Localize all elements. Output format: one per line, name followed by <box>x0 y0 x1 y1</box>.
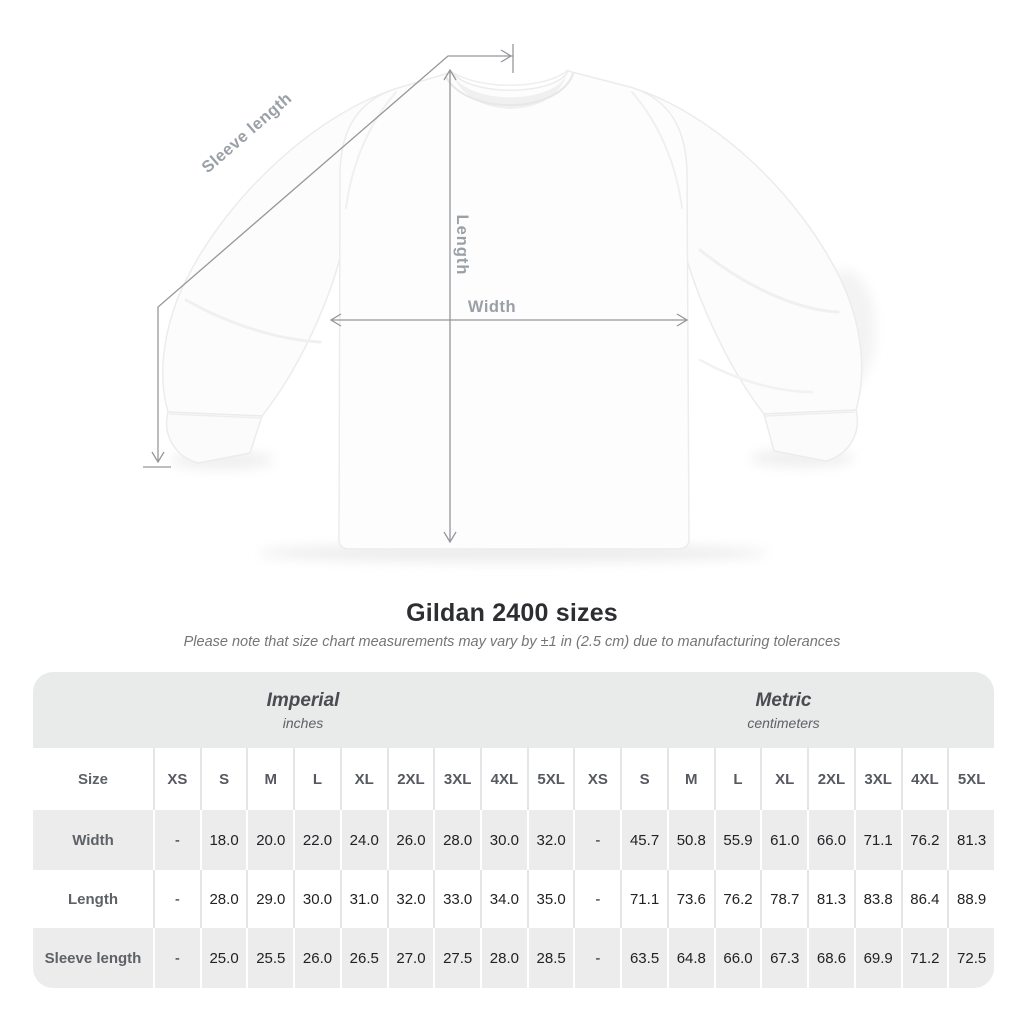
size-header-metric-s: S <box>620 748 667 810</box>
size-header-metric-xs: XS <box>573 748 620 810</box>
table-cell: - <box>153 928 200 988</box>
size-column-header: Size <box>77 770 108 788</box>
size-header-metric-4xl: 4XL <box>900 748 948 810</box>
size-header-imperial-3xl: 3XL <box>433 748 480 810</box>
imperial-section-unit: inches <box>282 714 324 731</box>
row-label-sleeve-length: Sleeve length <box>44 949 142 967</box>
table-cell: 63.5 <box>620 928 667 988</box>
table-cell: 30.0 <box>480 810 527 870</box>
table-cell: 28.0 <box>480 928 527 988</box>
size-header-imperial-xl: XL <box>339 748 387 810</box>
table-cell: 64.8 <box>666 928 714 988</box>
table-cell: 27.5 <box>433 928 480 988</box>
table-cell: 61.0 <box>760 810 807 870</box>
table-cell: - <box>573 928 620 988</box>
table-cell: 86.4 <box>900 870 948 928</box>
imperial-section-title: Imperial <box>266 689 340 711</box>
table-cell: 22.0 <box>293 810 340 870</box>
table-cell: 35.0 <box>526 870 574 928</box>
table-cell: 28.0 <box>199 870 247 928</box>
size-header-metric-l: L <box>713 748 761 810</box>
row-label-length: Length <box>68 890 118 908</box>
size-header-metric-2xl: 2XL <box>807 748 854 810</box>
table-cell: 66.0 <box>807 810 854 870</box>
table-cell: 81.3 <box>807 870 854 928</box>
table-cell: - <box>153 810 200 870</box>
table-cell: - <box>573 810 620 870</box>
width-dimension-line <box>329 313 689 327</box>
size-header-imperial-2xl: 2XL <box>386 748 434 810</box>
table-cell: 26.0 <box>386 810 434 870</box>
table-cell: 72.5 <box>947 928 994 988</box>
table-cell: 55.9 <box>713 810 761 870</box>
table-cell: 71.1 <box>853 810 901 870</box>
sleeve-length-dimension-line <box>143 44 514 468</box>
size-header-imperial-l: L <box>293 748 340 810</box>
table-cell: 32.0 <box>526 810 574 870</box>
size-chart-table: Imperial inches Metric centimeters Size … <box>33 672 994 988</box>
table-cell: 27.0 <box>386 928 434 988</box>
table-cell: 29.0 <box>246 870 293 928</box>
size-header-imperial-xs: XS <box>153 748 200 810</box>
table-cell: 25.0 <box>199 928 247 988</box>
table-cell: 33.0 <box>433 870 480 928</box>
table-cell: 68.6 <box>807 928 854 988</box>
table-cell: 73.6 <box>666 870 714 928</box>
metric-section-header: Metric centimeters <box>573 672 994 748</box>
table-cell: 34.0 <box>480 870 527 928</box>
table-cell: 24.0 <box>339 810 387 870</box>
table-cell: - <box>153 870 200 928</box>
size-header-metric-m: M <box>666 748 714 810</box>
metric-section-unit: centimeters <box>747 714 820 731</box>
imperial-section-header: Imperial inches <box>33 672 573 748</box>
table-cell: 71.2 <box>900 928 948 988</box>
table-cell: 26.5 <box>339 928 387 988</box>
size-header-metric-3xl: 3XL <box>853 748 901 810</box>
table-cell: 50.8 <box>666 810 714 870</box>
width-label: Width <box>468 298 516 316</box>
table-cell: - <box>573 870 620 928</box>
table-cell: 76.2 <box>713 870 761 928</box>
table-cell: 31.0 <box>339 870 387 928</box>
table-cell: 83.8 <box>853 870 901 928</box>
length-dimension-line <box>443 68 457 544</box>
tolerance-note: Please note that size chart measurements… <box>183 634 841 650</box>
table-cell: 32.0 <box>386 870 434 928</box>
size-header-metric-5xl: 5XL <box>947 748 994 810</box>
size-header-row: Size XS S M L XL 2XL 3XL 4XL 5XL XS S M … <box>33 748 994 810</box>
table-cell: 78.7 <box>760 870 807 928</box>
size-header-imperial-m: M <box>246 748 293 810</box>
size-header-metric-xl: XL <box>760 748 807 810</box>
shirt-measurement-diagram: Sleeve length Length Width <box>143 44 875 562</box>
table-cell: 67.3 <box>760 928 807 988</box>
table-cell: 30.0 <box>293 870 340 928</box>
table-cell: 20.0 <box>246 810 293 870</box>
table-cell: 81.3 <box>947 810 994 870</box>
table-cell: 88.9 <box>947 870 994 928</box>
table-row-sleeve-length: Sleeve length - 25.0 25.5 26.0 26.5 27.0… <box>33 928 994 988</box>
unit-section-band: Imperial inches Metric centimeters <box>33 672 994 748</box>
size-header-imperial-4xl: 4XL <box>480 748 527 810</box>
table-cell: 69.9 <box>853 928 901 988</box>
length-label: Length <box>453 215 471 276</box>
shirt-illustration <box>162 69 863 550</box>
size-header-imperial-s: S <box>199 748 247 810</box>
table-cell: 28.0 <box>433 810 480 870</box>
table-cell: 71.1 <box>620 870 667 928</box>
table-cell: 76.2 <box>900 810 948 870</box>
table-cell: 25.5 <box>246 928 293 988</box>
table-cell: 26.0 <box>293 928 340 988</box>
table-cell: 18.0 <box>199 810 247 870</box>
page-title: Gildan 2400 sizes <box>406 599 618 627</box>
table-row-width: Width - 18.0 20.0 22.0 24.0 26.0 28.0 30… <box>33 810 994 870</box>
row-label-width: Width <box>72 831 114 849</box>
table-cell: 66.0 <box>713 928 761 988</box>
size-header-imperial-5xl: 5XL <box>526 748 574 810</box>
metric-section-title: Metric <box>755 689 812 711</box>
table-cell: 45.7 <box>620 810 667 870</box>
table-cell: 28.5 <box>526 928 574 988</box>
table-row-length: Length - 28.0 29.0 30.0 31.0 32.0 33.0 3… <box>33 870 994 928</box>
